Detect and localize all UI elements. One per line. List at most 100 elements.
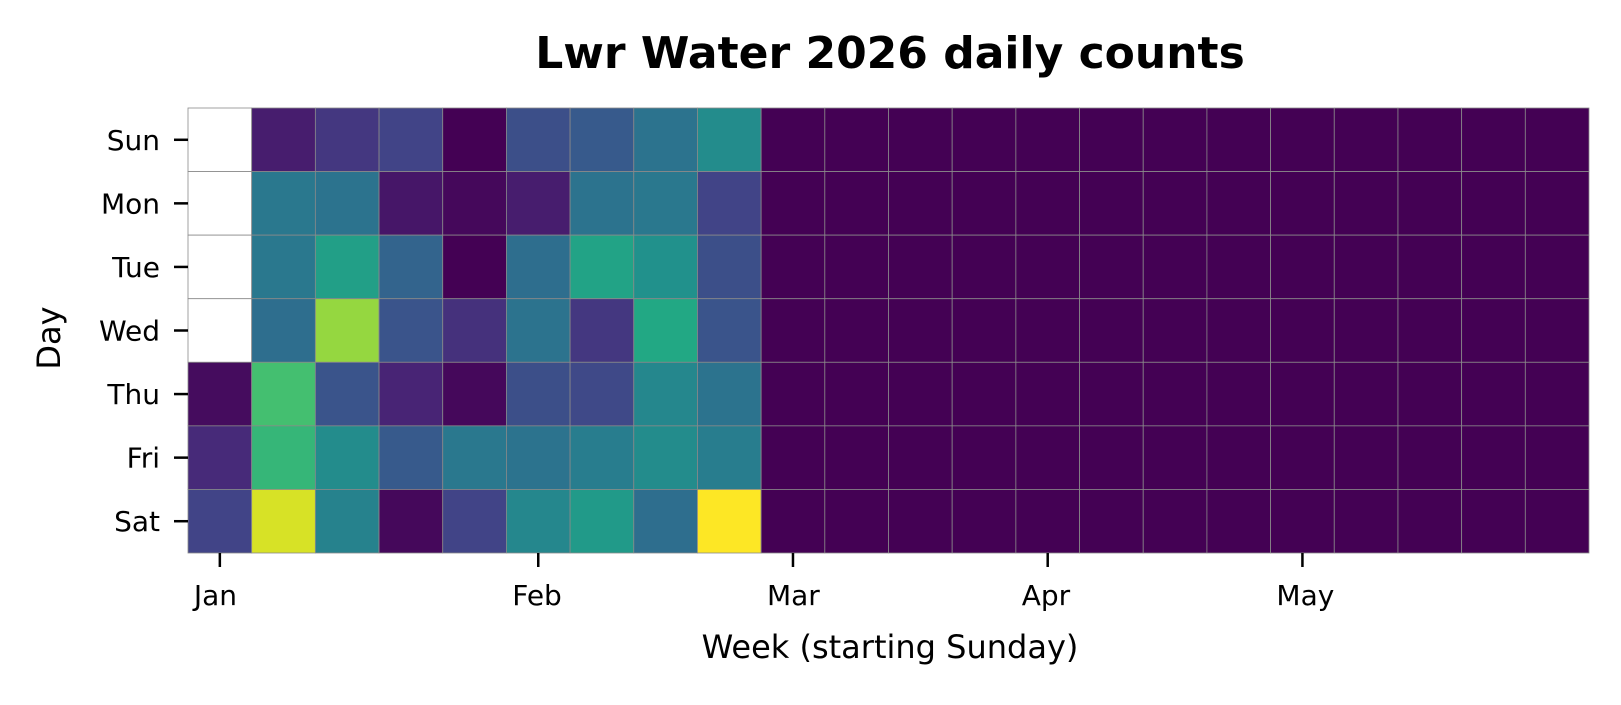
heatmap-cell: [442, 361, 507, 427]
heatmap-cell: [378, 298, 444, 363]
heatmap-cell: [1333, 298, 1399, 363]
heatmap-cell: [1397, 361, 1463, 427]
heatmap-cell: [314, 425, 380, 490]
heatmap-cell: [187, 298, 253, 363]
y-tick-label: Fri: [127, 442, 160, 475]
heatmap-cell: [506, 425, 571, 490]
heatmap-cell: [442, 171, 507, 236]
heatmap-cell: [442, 425, 507, 490]
heatmap-cell: [1015, 107, 1080, 172]
heatmap-cell: [1333, 171, 1399, 236]
heatmap-cell: [1206, 171, 1271, 236]
heatmap-cell: [187, 234, 253, 300]
heatmap-cell: [1270, 298, 1335, 363]
heatmap-cell: [760, 107, 826, 172]
heatmap-cell: [760, 425, 826, 490]
heatmap-cell: [633, 107, 698, 172]
heatmap-cell: [1397, 425, 1463, 490]
heatmap-cell: [633, 361, 698, 427]
heatmap-cell: [378, 234, 444, 300]
heatmap-cell: [1524, 107, 1590, 172]
heatmap-cell: [506, 107, 571, 172]
heatmap-cell: [1015, 234, 1080, 300]
heatmap-cell: [569, 361, 635, 427]
heatmap-cell: [378, 107, 444, 172]
heatmap-cell: [378, 171, 444, 236]
heatmap-cell: [187, 361, 253, 427]
heatmap-cell: [569, 107, 635, 172]
heatmap-cell: [760, 234, 826, 300]
heatmap-cell: [1206, 107, 1271, 172]
heatmap-cell: [1461, 234, 1526, 300]
heatmap-cell: [697, 489, 762, 554]
heatmap-cell: [1397, 107, 1463, 172]
heatmap-cell: [697, 171, 762, 236]
heatmap-cell: [824, 425, 889, 490]
heatmap-cell: [506, 361, 571, 427]
x-axis-ticks: Jan Feb Mar Apr May: [192, 553, 1334, 612]
x-tick-label: Apr: [1022, 579, 1071, 612]
heatmap-cell: [506, 171, 571, 236]
heatmap-cell: [1524, 361, 1590, 427]
y-tick-label: Mon: [101, 187, 160, 220]
heatmap-cell: [569, 234, 635, 300]
heatmap-cell: [1270, 361, 1335, 427]
heatmap-cell: [1015, 298, 1080, 363]
heatmap-cell: [824, 298, 889, 363]
heatmap-cell: [314, 171, 380, 236]
heatmap-cell: [187, 107, 253, 172]
heatmap-cell: [951, 489, 1017, 554]
heatmap-cell: [1333, 361, 1399, 427]
heatmap-cell: [1206, 489, 1271, 554]
heatmap-cell: [697, 298, 762, 363]
heatmap-cell: [1397, 489, 1463, 554]
chart-title: Lwr Water 2026 daily counts: [535, 28, 1245, 79]
heatmap-cell: [633, 425, 698, 490]
heatmap-cell: [1397, 298, 1463, 363]
heatmap-cell: [888, 361, 953, 427]
heatmap-cell: [314, 234, 380, 300]
heatmap-cell: [697, 361, 762, 427]
heatmap-cell: [1524, 489, 1590, 554]
heatmap-cell: [1142, 425, 1208, 490]
heatmap-cell: [697, 107, 762, 172]
heatmap-cell: [1206, 425, 1271, 490]
heatmap-cell: [1079, 425, 1144, 490]
heatmap-cell: [378, 425, 444, 490]
heatmap-cell: [1270, 171, 1335, 236]
heatmap-cell: [187, 171, 253, 236]
heatmap-cell: [888, 171, 953, 236]
heatmap-cell: [1015, 361, 1080, 427]
heatmap-cell: [1142, 489, 1208, 554]
x-tick-label: Jan: [192, 579, 237, 612]
heatmap-cell: [1461, 171, 1526, 236]
heatmap-cell: [442, 489, 507, 554]
heatmap-cell: [251, 361, 316, 427]
heatmap-cell: [1079, 171, 1144, 236]
heatmap-cell: [760, 298, 826, 363]
y-tick-label: Sun: [107, 124, 160, 157]
heatmap-cell: [951, 425, 1017, 490]
heatmap-cell: [251, 489, 316, 554]
heatmap-cell: [951, 234, 1017, 300]
heatmap-cells: [187, 107, 1590, 554]
y-axis-ticks: Sun Mon Tue Wed Thu Fri Sat: [99, 124, 188, 538]
heatmap-cell: [633, 489, 698, 554]
heatmap-cell: [187, 425, 253, 490]
heatmap-cell: [1397, 171, 1463, 236]
heatmap-cell: [314, 361, 380, 427]
heatmap-cell: [1206, 298, 1271, 363]
heatmap-cell: [951, 171, 1017, 236]
heatmap-cell: [569, 489, 635, 554]
heatmap-cell: [1015, 171, 1080, 236]
heatmap-cell: [1524, 298, 1590, 363]
heatmap-cell: [1079, 361, 1144, 427]
heatmap-cell: [251, 425, 316, 490]
heatmap-cell: [951, 107, 1017, 172]
heatmap-cell: [1142, 107, 1208, 172]
heatmap-cell: [506, 298, 571, 363]
heatmap-cell: [1524, 425, 1590, 490]
heatmap-cell: [1524, 234, 1590, 300]
heatmap-cell: [251, 234, 316, 300]
y-axis-label: Day: [30, 306, 68, 369]
